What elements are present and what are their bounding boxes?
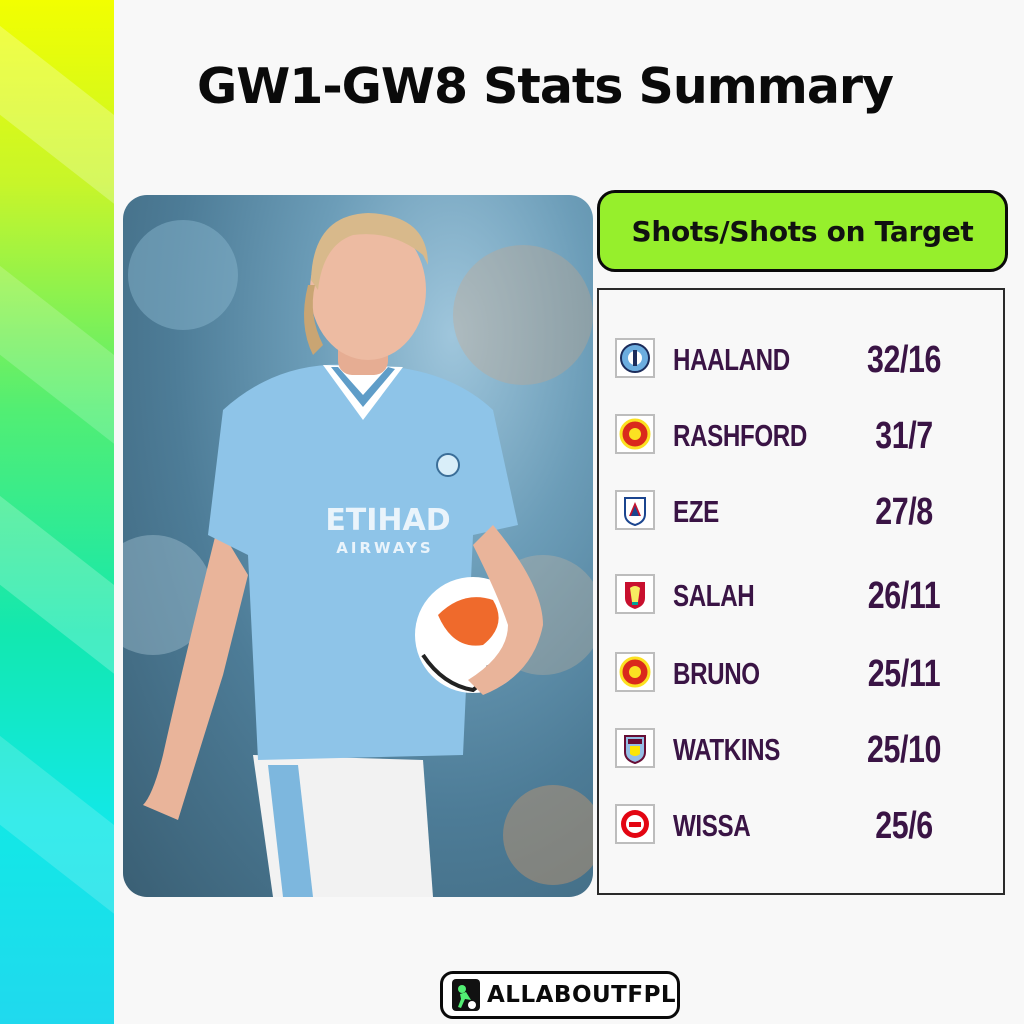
table-row: BRUNO 25/11 [599, 652, 1003, 712]
player-stat-value: 26/11 [867, 575, 941, 617]
shirt-sponsor-text: ETIHAD [325, 503, 450, 538]
crystal-palace-crest-icon [615, 490, 655, 530]
player-stat-value: 25/10 [866, 729, 942, 771]
liverpool-crest-icon [615, 574, 655, 614]
player-stat-value: 32/16 [866, 339, 942, 381]
table-row: EZE 27/8 [599, 490, 1003, 550]
brand-badge: ALLABOUTFPL [440, 971, 680, 1019]
stats-table: HAALAND 32/16 RASHFORD 31/7 EZE 27/8 SAL… [597, 288, 1005, 895]
man-utd-crest-icon [615, 414, 655, 454]
player-stat-value: 27/8 [875, 491, 933, 533]
page-title: GW1-GW8 Stats Summary [196, 58, 894, 115]
player-name: RASHFORD [673, 418, 807, 453]
brand-name: ALLABOUTFPL [487, 982, 677, 1008]
stat-category-header: Shots/Shots on Target [597, 190, 1008, 272]
table-row: SALAH 26/11 [599, 574, 1003, 634]
player-stat-value: 25/6 [875, 805, 933, 847]
table-row: RASHFORD 31/7 [599, 414, 1003, 474]
table-row: WISSA 25/6 [599, 804, 1003, 864]
aston-villa-crest-icon [615, 728, 655, 768]
table-row: HAALAND 32/16 [599, 338, 1003, 398]
player-name: WISSA [673, 808, 751, 843]
player-photo: ETIHAD AIRWAYS [123, 195, 593, 897]
shirt-sponsor-subtext: AIRWAYS [336, 539, 433, 557]
brentford-crest-icon [615, 804, 655, 844]
brand-logo-icon [452, 979, 480, 1011]
player-stat-value: 31/7 [875, 415, 933, 457]
stat-category-label: Shots/Shots on Target [631, 214, 974, 248]
player-stat-value: 25/11 [867, 653, 941, 695]
player-name: SALAH [673, 578, 755, 613]
man-utd-crest-icon [615, 652, 655, 692]
player-name: EZE [673, 494, 719, 529]
player-name: WATKINS [673, 732, 780, 767]
table-row: WATKINS 25/10 [599, 728, 1003, 788]
decorative-gradient-strip [0, 0, 114, 1024]
player-name: HAALAND [673, 342, 790, 377]
man-city-crest-icon [615, 338, 655, 378]
player-name: BRUNO [673, 656, 760, 691]
